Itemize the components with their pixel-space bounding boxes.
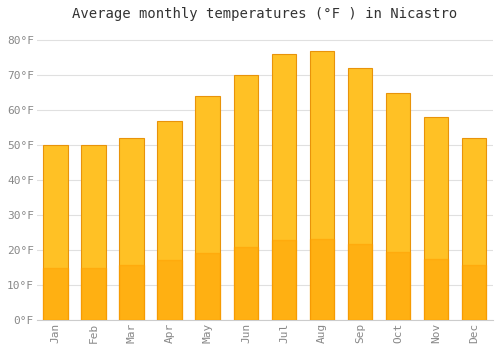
Bar	[82, 145, 106, 320]
Bar	[348, 245, 372, 320]
Bar	[82, 267, 106, 320]
Bar	[462, 265, 486, 320]
Bar	[386, 252, 410, 320]
Bar	[424, 117, 448, 320]
Bar	[310, 51, 334, 320]
Bar	[348, 68, 372, 320]
Bar	[462, 138, 486, 320]
Title: Average monthly temperatures (°F ) in Nicastro: Average monthly temperatures (°F ) in Ni…	[72, 7, 458, 21]
Bar	[158, 260, 182, 320]
Bar	[234, 247, 258, 320]
Bar	[158, 121, 182, 320]
Bar	[386, 93, 410, 320]
Bar	[424, 259, 448, 320]
Bar	[234, 75, 258, 320]
Bar	[120, 265, 144, 320]
Bar	[44, 145, 68, 320]
Bar	[44, 267, 68, 320]
Bar	[272, 54, 296, 320]
Bar	[310, 239, 334, 320]
Bar	[196, 96, 220, 320]
Bar	[120, 138, 144, 320]
Bar	[272, 240, 296, 320]
Bar	[196, 253, 220, 320]
